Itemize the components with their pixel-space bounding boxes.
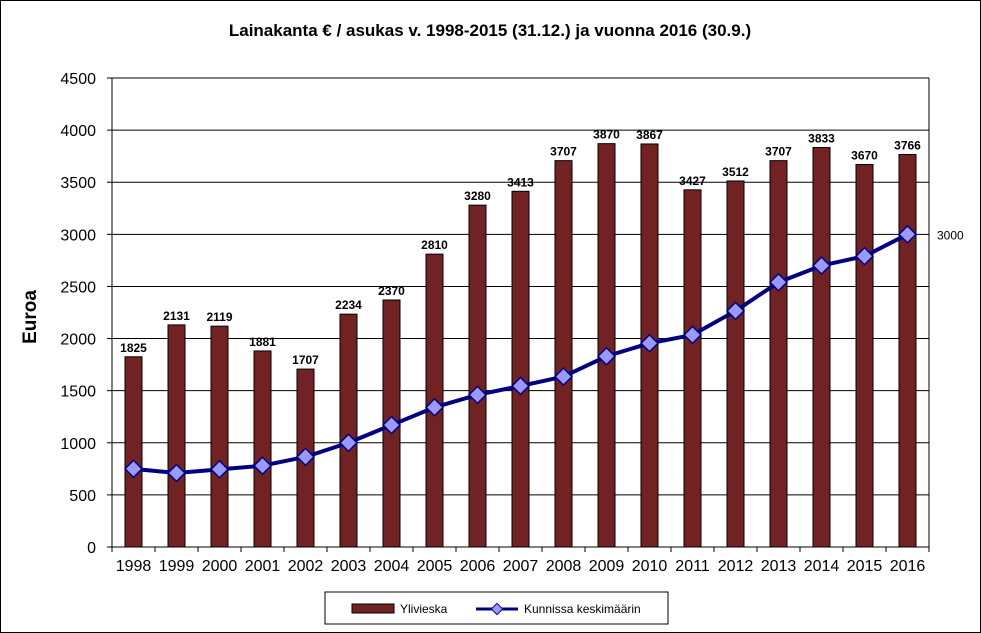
bar-data-label: 2234 <box>335 298 362 312</box>
y-tick-label: 1000 <box>60 436 96 453</box>
bar-data-label: 3427 <box>679 174 706 188</box>
line-point <box>854 246 875 266</box>
y-tick-label: 3500 <box>60 175 96 192</box>
bar <box>855 164 874 548</box>
line-point <box>510 376 531 396</box>
line-point <box>596 346 617 366</box>
bar <box>124 356 143 548</box>
bar <box>210 325 229 548</box>
line-point <box>553 367 574 387</box>
y-tick-label: 3000 <box>60 227 96 244</box>
x-tick-label: 1999 <box>159 558 195 575</box>
bar <box>253 350 272 548</box>
x-tick-label: 2011 <box>675 558 710 575</box>
x-tick-label: 2014 <box>804 558 840 575</box>
x-tick-label: 2006 <box>460 558 496 575</box>
bar <box>468 204 487 548</box>
x-tick-label: 2003 <box>331 558 367 575</box>
line-point <box>811 256 832 276</box>
line-point <box>768 272 789 292</box>
line-point <box>725 301 746 321</box>
bar <box>769 160 788 548</box>
y-tick-label: 2000 <box>60 332 96 349</box>
bar <box>726 180 745 548</box>
line-series <box>123 224 918 483</box>
line-point <box>897 224 918 244</box>
x-tick-label: 2009 <box>589 558 625 575</box>
bar-series <box>124 143 917 548</box>
x-tick-labels: 1998 1999 2000 2001 2002 2003 2004 2005 2006 2007… <box>116 558 926 575</box>
bar-data-label: 2131 <box>163 309 190 323</box>
line-point <box>381 415 402 435</box>
y-tick-label: 4000 <box>60 123 96 140</box>
bar <box>554 160 573 548</box>
bar-data-label: 3766 <box>894 138 921 152</box>
legend-label-bar: Ylivieska <box>400 602 448 616</box>
bar <box>339 313 358 548</box>
line-point <box>467 385 488 405</box>
x-tick-label: 2016 <box>890 558 926 575</box>
y-tick-label: 500 <box>69 488 96 505</box>
x-tick-label: 2012 <box>718 558 754 575</box>
line-point <box>252 456 273 476</box>
legend-label-line: Kunnissa keskimäärin <box>524 602 641 616</box>
bar <box>597 143 616 548</box>
axes <box>107 77 930 552</box>
bar <box>898 153 917 548</box>
line-point <box>295 447 316 467</box>
legend-marker-icon <box>490 602 504 616</box>
bar-data-label: 3870 <box>593 128 620 142</box>
x-tick-label: 1998 <box>116 558 152 575</box>
x-tick-label: 2004 <box>374 558 410 575</box>
bar-data-label: 2370 <box>378 284 405 298</box>
bar-data-label: 3413 <box>507 175 534 189</box>
bar-data-label: 3280 <box>464 189 491 203</box>
bar-data-label: 1881 <box>249 335 276 349</box>
bar-data-label: 1825 <box>120 341 147 355</box>
x-tick-label: 2005 <box>417 558 453 575</box>
line-end-annotation: 3000 <box>937 228 964 242</box>
legend-swatch-bar <box>351 603 395 614</box>
legend: Ylivieska Kunnissa keskimäärin <box>324 591 669 625</box>
y-axis-label: Euroa <box>20 290 41 344</box>
y-tick-labels: 0 500 1000 1500 2000 2500 3000 3500 4000 4500 <box>60 71 96 557</box>
bar <box>167 324 186 548</box>
line-point <box>123 459 144 479</box>
y-tick-label: 1500 <box>60 384 96 401</box>
y-tick-label: 2500 <box>60 279 96 296</box>
bar <box>812 147 831 548</box>
line-point <box>682 325 703 345</box>
x-tick-label: 2002 <box>288 558 324 575</box>
bar-data-label: 3867 <box>636 128 663 142</box>
y-tick-label: 4500 <box>60 71 96 88</box>
bar <box>511 190 530 548</box>
line-point <box>639 333 660 353</box>
x-tick-label: 2000 <box>202 558 238 575</box>
y-tick-label: 0 <box>87 540 96 557</box>
bar-data-label: 3512 <box>722 165 749 179</box>
bar-data-label: 3833 <box>808 132 835 146</box>
line-point <box>209 459 230 479</box>
bar-data-label: 3707 <box>765 145 792 159</box>
x-tick-label: 2008 <box>546 558 582 575</box>
annotations: 3000 <box>937 228 964 242</box>
x-tick-label: 2001 <box>245 558 281 575</box>
bar-data-label: 3670 <box>851 149 878 163</box>
x-tick-label: 2013 <box>761 558 797 575</box>
chart-title: Lainakanta € / asukas v. 1998-2015 (31.1… <box>229 21 751 40</box>
bar <box>683 189 702 548</box>
x-tick-label: 2007 <box>503 558 539 575</box>
x-tick-label: 2010 <box>632 558 668 575</box>
x-tick-label: 2015 <box>847 558 883 575</box>
bar-data-label: 3707 <box>550 145 577 159</box>
bar-data-labels: 1825 2131 2119 1881 1707 2234 2370 2810 3280 3413… <box>120 128 921 367</box>
bar-data-label: 1707 <box>292 353 319 367</box>
bar-data-label: 2119 <box>206 310 232 324</box>
line-point <box>338 433 359 453</box>
line-point <box>424 397 445 417</box>
line-point <box>166 463 187 483</box>
bar-data-label: 2810 <box>421 238 448 252</box>
